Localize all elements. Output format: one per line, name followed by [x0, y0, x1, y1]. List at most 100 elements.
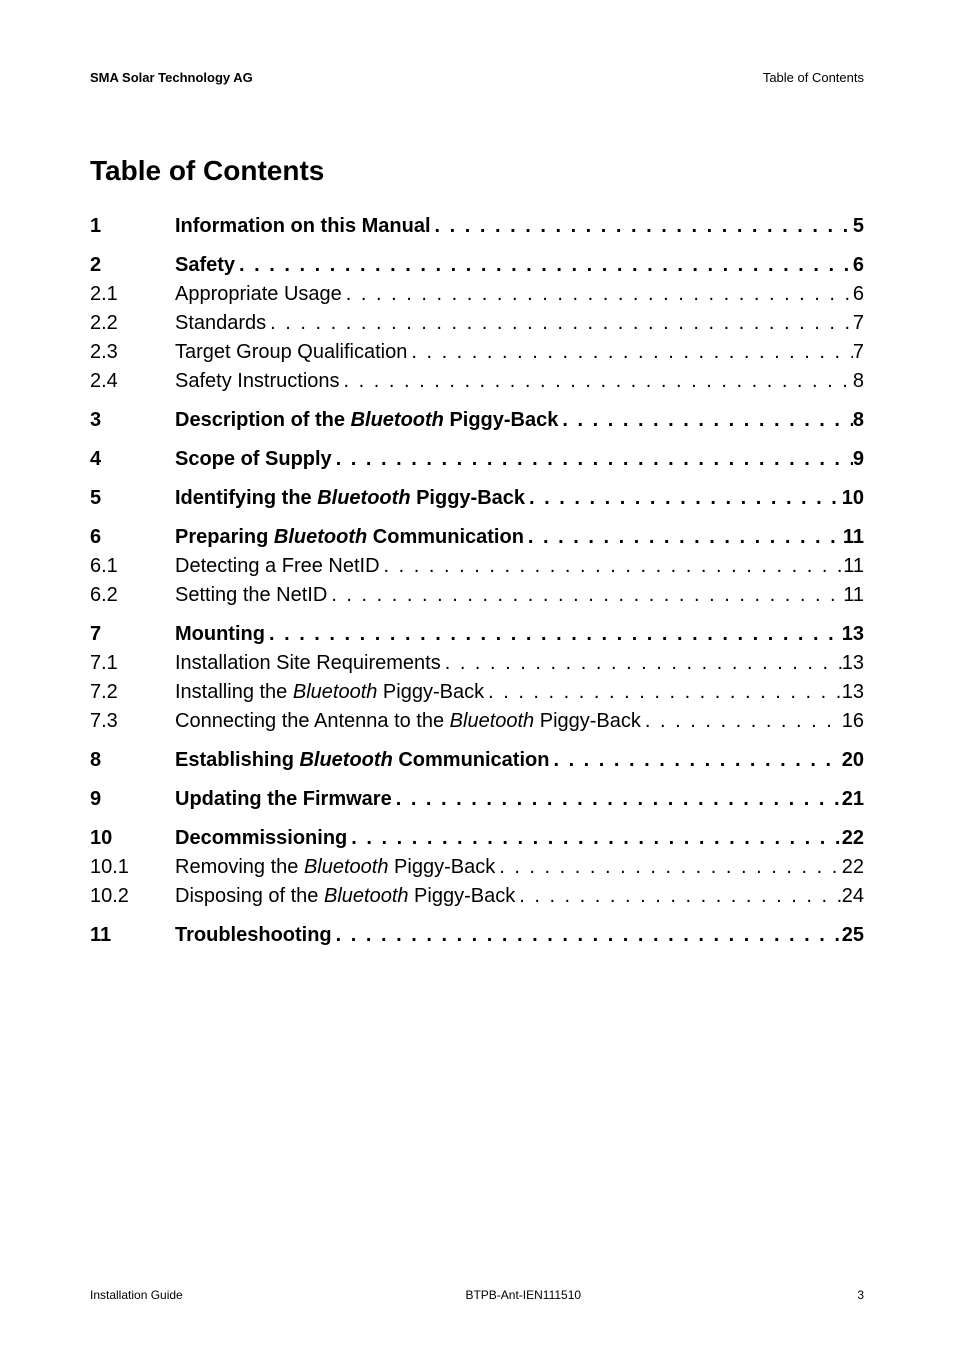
toc-page-number: 10: [842, 487, 864, 510]
toc-row: 6.2Setting the NetID. . . . . . . . . . …: [90, 584, 864, 607]
toc-page-number: 13: [842, 652, 864, 675]
toc-gap: [90, 817, 864, 827]
toc-gap: [90, 399, 864, 409]
toc-leader-dots: . . . . . . . . . . . . . . . . . . . . …: [484, 681, 842, 704]
toc-number: 3: [90, 409, 175, 432]
toc-text: Setting the NetID: [175, 584, 327, 607]
toc-number: 6: [90, 526, 175, 549]
toc-number: 7.2: [90, 681, 175, 704]
toc-number: 2.3: [90, 341, 175, 364]
footer-center: BTPB-Ant-IEN111510: [465, 1288, 581, 1302]
toc-text: Installation Site Requirements: [175, 652, 441, 675]
header-section: Table of Contents: [763, 70, 864, 85]
toc-row: 7Mounting. . . . . . . . . . . . . . . .…: [90, 623, 864, 646]
toc-gap: [90, 516, 864, 526]
toc-leader-dots: . . . . . . . . . . . . . . . . . . . . …: [524, 526, 843, 549]
toc-gap: [90, 438, 864, 448]
toc-row: 11Troubleshooting. . . . . . . . . . . .…: [90, 924, 864, 947]
toc-row: 2.4Safety Instructions. . . . . . . . . …: [90, 370, 864, 393]
toc-row: 6Preparing Bluetooth Communication. . . …: [90, 526, 864, 549]
toc-gap: [90, 613, 864, 623]
toc-number: 9: [90, 788, 175, 811]
toc-number: 10.2: [90, 885, 175, 908]
toc-text: Detecting a Free NetID: [175, 555, 380, 578]
header-company: SMA Solar Technology AG: [90, 70, 253, 85]
toc-leader-dots: . . . . . . . . . . . . . . . . . . . . …: [431, 215, 853, 238]
toc-text: Troubleshooting: [175, 924, 332, 947]
toc-gap: [90, 244, 864, 254]
toc-page-number: 24: [842, 885, 864, 908]
toc-page-number: 11: [843, 526, 864, 549]
toc-row: 2.1Appropriate Usage. . . . . . . . . . …: [90, 283, 864, 306]
toc-text: Removing the Bluetooth Piggy-Back: [175, 856, 495, 879]
toc-leader-dots: . . . . . . . . . . . . . . . . . . . . …: [266, 312, 853, 335]
toc-number: 8: [90, 749, 175, 772]
toc-number: 6.1: [90, 555, 175, 578]
toc-leader-dots: . . . . . . . . . . . . . . . . . . . . …: [549, 749, 841, 772]
toc-number: 10.1: [90, 856, 175, 879]
toc-text: Decommissioning: [175, 827, 347, 850]
toc-page-number: 7: [853, 341, 864, 364]
toc-text: Establishing Bluetooth Communication: [175, 749, 549, 772]
toc-page-number: 11: [843, 584, 864, 607]
toc-page-number: 13: [842, 681, 864, 704]
toc-text: Identifying the Bluetooth Piggy-Back: [175, 487, 525, 510]
footer-left: Installation Guide: [90, 1288, 183, 1302]
toc-text: Mounting: [175, 623, 265, 646]
toc-leader-dots: . . . . . . . . . . . . . . . . . . . . …: [392, 788, 842, 811]
toc-row: 2Safety. . . . . . . . . . . . . . . . .…: [90, 254, 864, 277]
toc-text: Updating the Firmware: [175, 788, 392, 811]
toc-row: 10Decommissioning. . . . . . . . . . . .…: [90, 827, 864, 850]
toc-number: 7.3: [90, 710, 175, 733]
toc-page-number: 7: [853, 312, 864, 335]
toc-leader-dots: . . . . . . . . . . . . . . . . . . . . …: [342, 283, 853, 306]
toc-page-number: 20: [842, 749, 864, 772]
toc-gap: [90, 739, 864, 749]
toc-leader-dots: . . . . . . . . . . . . . . . . . . . . …: [327, 584, 843, 607]
toc-page-number: 16: [842, 710, 864, 733]
page-footer: Installation Guide BTPB-Ant-IEN111510 3: [90, 1288, 864, 1302]
toc-gap: [90, 778, 864, 788]
toc-leader-dots: . . . . . . . . . . . . . . . . . . . . …: [525, 487, 842, 510]
toc-number: 4: [90, 448, 175, 471]
toc-leader-dots: . . . . . . . . . . . . . . . . . . . . …: [641, 710, 842, 733]
toc-leader-dots: . . . . . . . . . . . . . . . . . . . . …: [380, 555, 844, 578]
toc-row: 7.3Connecting the Antenna to the Bluetoo…: [90, 710, 864, 733]
toc-number: 2.1: [90, 283, 175, 306]
toc-page-number: 22: [842, 856, 864, 879]
toc-gap: [90, 477, 864, 487]
toc-number: 10: [90, 827, 175, 850]
footer-right: 3: [857, 1288, 864, 1302]
table-of-contents: 1Information on this Manual. . . . . . .…: [90, 215, 864, 947]
toc-page-number: 6: [853, 283, 864, 306]
toc-leader-dots: . . . . . . . . . . . . . . . . . . . . …: [407, 341, 853, 364]
toc-number: 1: [90, 215, 175, 238]
toc-row: 7.1Installation Site Requirements. . . .…: [90, 652, 864, 675]
toc-number: 2.4: [90, 370, 175, 393]
toc-leader-dots: . . . . . . . . . . . . . . . . . . . . …: [235, 254, 853, 277]
toc-text: Appropriate Usage: [175, 283, 342, 306]
toc-text: Disposing of the Bluetooth Piggy-Back: [175, 885, 515, 908]
toc-text: Preparing Bluetooth Communication: [175, 526, 524, 549]
toc-row: 7.2Installing the Bluetooth Piggy-Back. …: [90, 681, 864, 704]
toc-number: 2.2: [90, 312, 175, 335]
toc-leader-dots: . . . . . . . . . . . . . . . . . . . . …: [332, 924, 842, 947]
page-title: Table of Contents: [90, 155, 864, 187]
page-header: SMA Solar Technology AG Table of Content…: [90, 70, 864, 85]
toc-gap: [90, 914, 864, 924]
toc-page-number: 22: [842, 827, 864, 850]
toc-row: 9Updating the Firmware. . . . . . . . . …: [90, 788, 864, 811]
toc-text: Description of the Bluetooth Piggy-Back: [175, 409, 558, 432]
toc-page-number: 8: [853, 409, 864, 432]
toc-text: Scope of Supply: [175, 448, 332, 471]
toc-leader-dots: . . . . . . . . . . . . . . . . . . . . …: [340, 370, 853, 393]
toc-text: Information on this Manual: [175, 215, 431, 238]
toc-number: 5: [90, 487, 175, 510]
toc-text: Connecting the Antenna to the Bluetooth …: [175, 710, 641, 733]
toc-text: Installing the Bluetooth Piggy-Back: [175, 681, 484, 704]
toc-row: 2.3Target Group Qualification. . . . . .…: [90, 341, 864, 364]
toc-number: 11: [90, 924, 175, 947]
toc-page-number: 25: [842, 924, 864, 947]
toc-text: Safety: [175, 254, 235, 277]
toc-page-number: 5: [853, 215, 864, 238]
